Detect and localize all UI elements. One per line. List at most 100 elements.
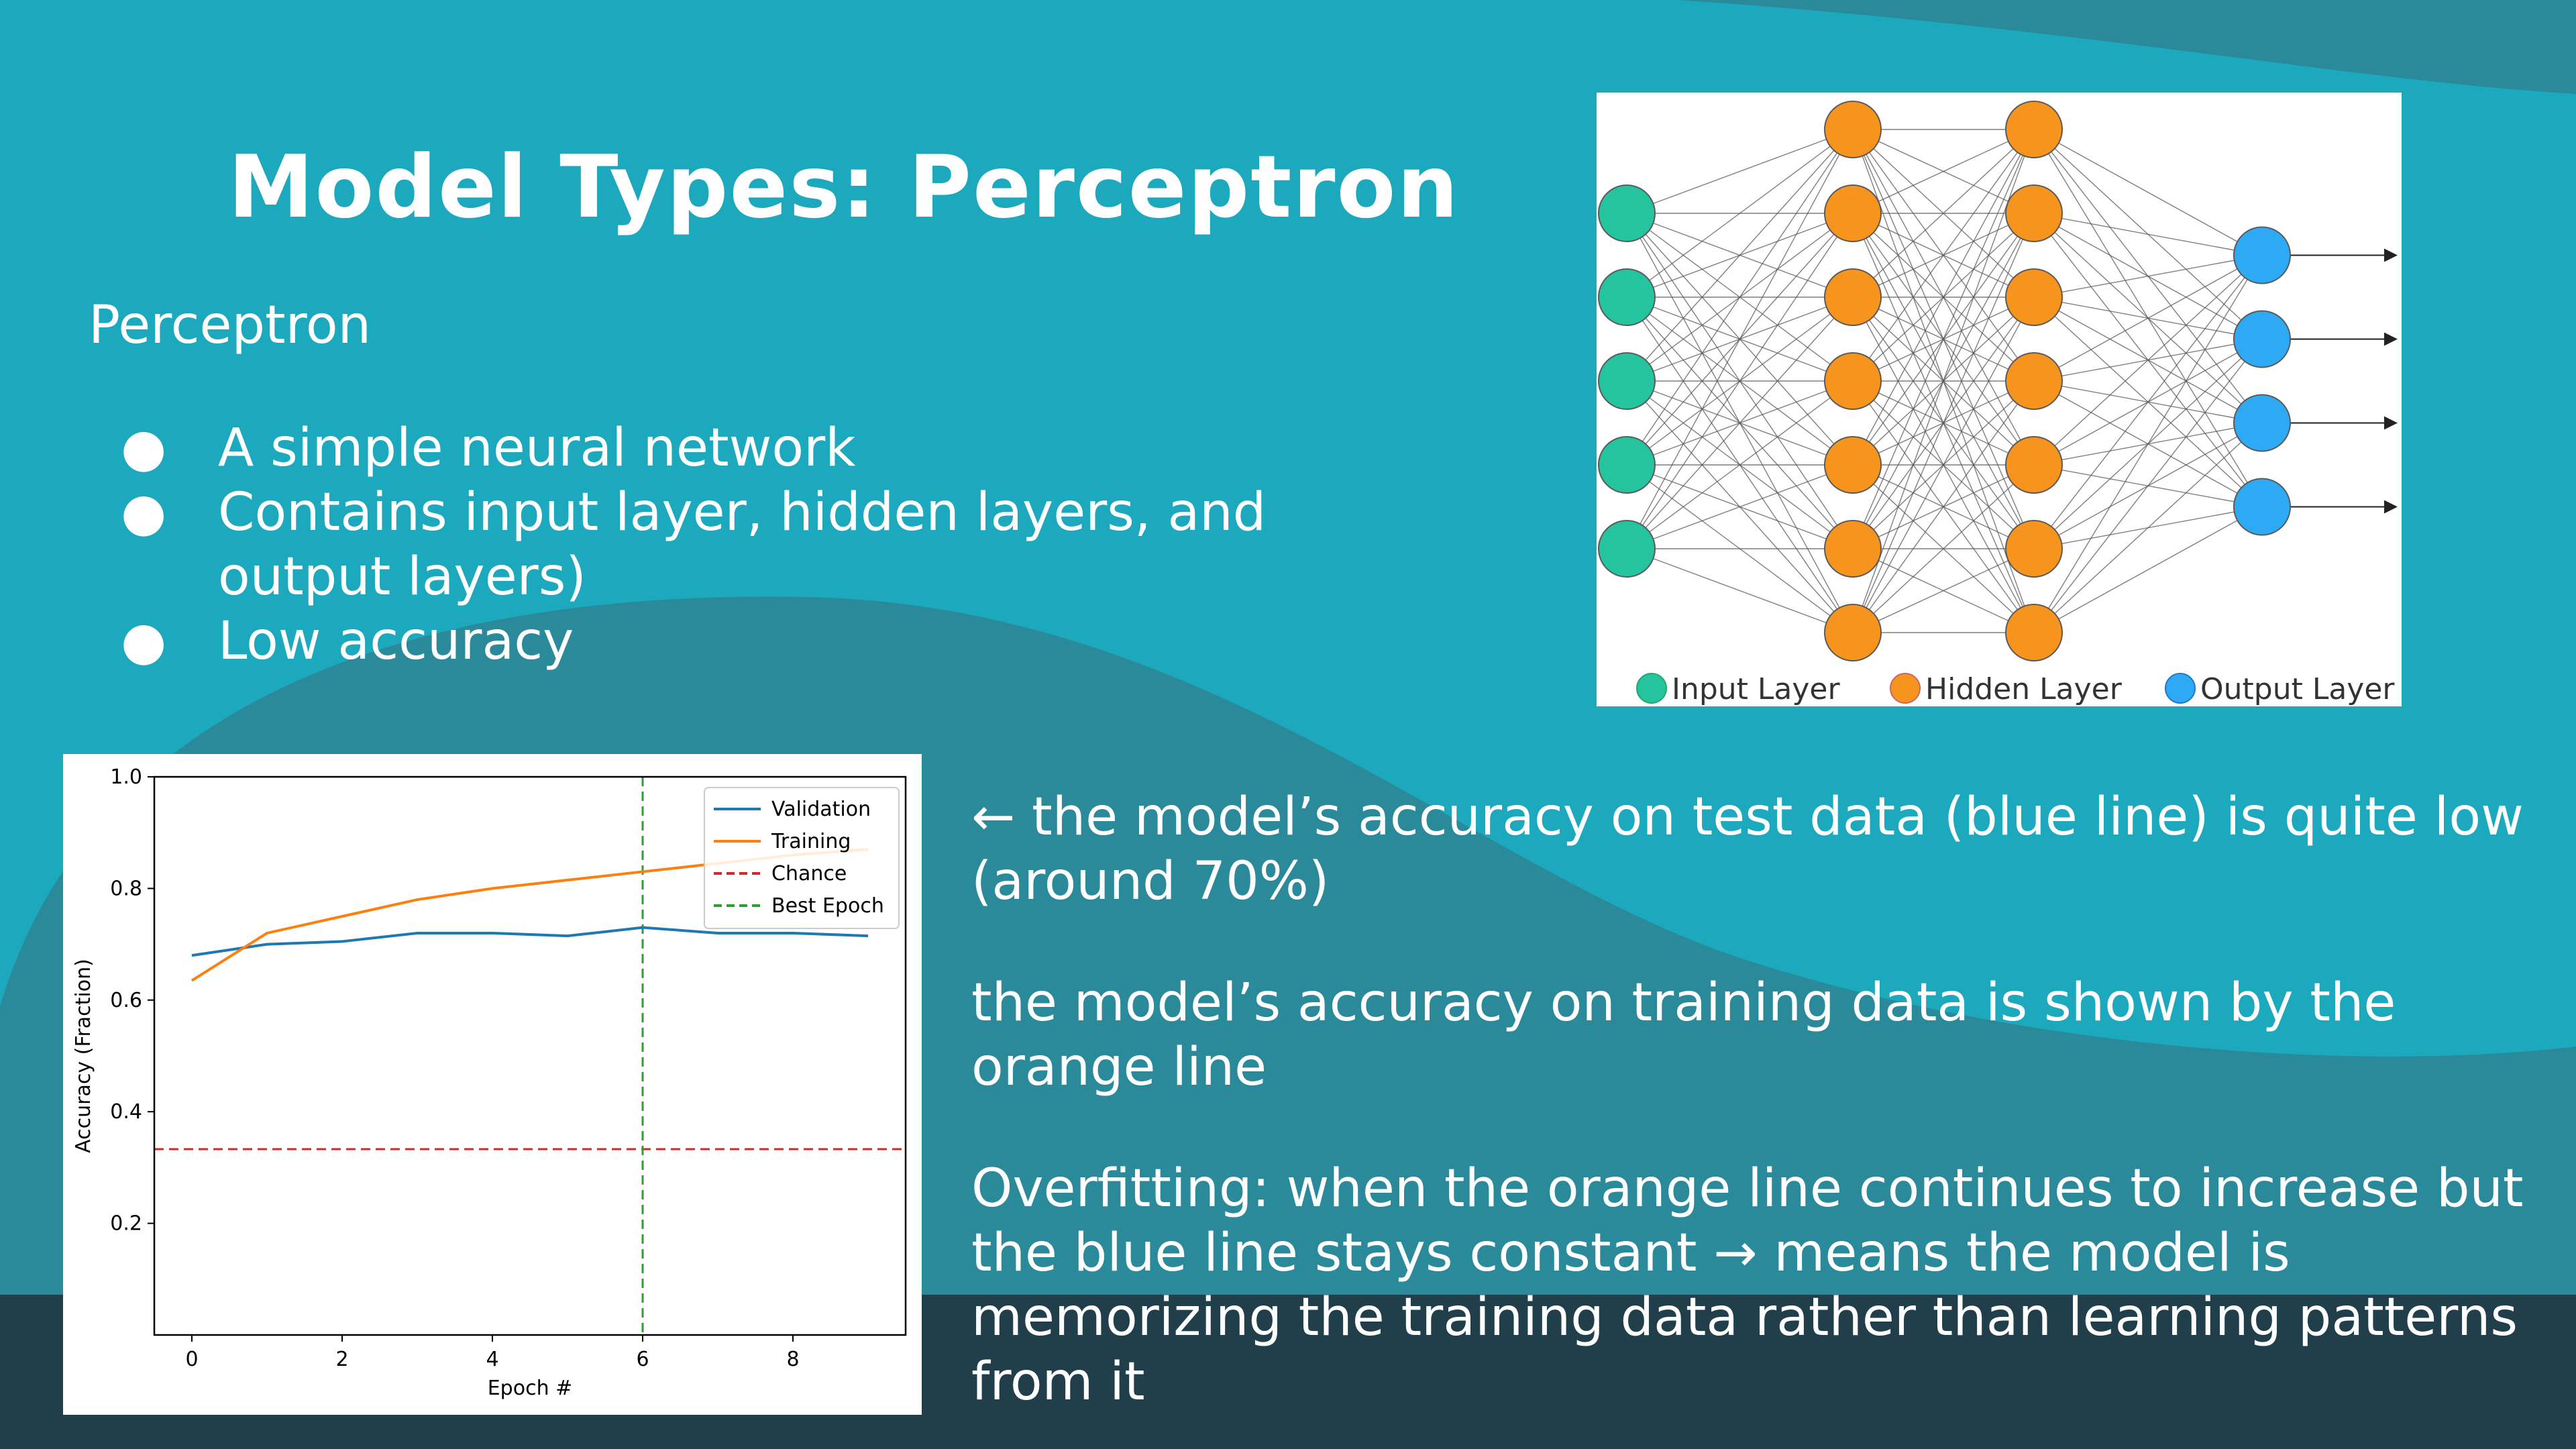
bullet-item: ● Contains input layer, hidden layers, an…: [121, 480, 1395, 609]
network-node: [2005, 268, 2063, 326]
legend-box: [704, 787, 900, 929]
network-edge: [2033, 422, 2263, 633]
bullet-list: ● A simple neural network ● Contains input…: [121, 416, 1395, 674]
chart-svg: 0 2 4 6 8 0.2 0.4 0.6 0.8 1.0 Epoch # Accuracy (F…: [72, 765, 907, 1400]
network-edge: [1852, 129, 2035, 382]
network-edge: [2033, 129, 2263, 256]
bullet-text: Low accuracy: [218, 611, 574, 672]
network-edge: [2033, 506, 2263, 633]
legend-input-label: Input Layer: [1672, 672, 1841, 706]
x-tick-label: 2: [335, 1348, 348, 1371]
network-edge: [1852, 548, 2035, 633]
network-node: [2233, 226, 2291, 284]
network-node: [2005, 101, 2063, 158]
network-edge: [2033, 254, 2263, 298]
legend-output-dot: [2165, 673, 2196, 704]
legend-label: Best Epoch: [771, 894, 884, 918]
network-edge: [1626, 129, 1854, 382]
network-edge: [1852, 129, 2035, 214]
y-tick-label: 0.6: [110, 989, 142, 1012]
network-edge: [1626, 129, 1854, 214]
note-overfitting: Overfitting: when the orange line contin…: [971, 1159, 2524, 1412]
network-node: [1598, 436, 1656, 494]
x-tick-label: 6: [636, 1348, 649, 1371]
y-axis-label: Accuracy (Fraction): [72, 959, 95, 1153]
network-edge: [1852, 213, 2035, 633]
network-edge: [1626, 548, 1854, 633]
network-node: [2005, 184, 2063, 242]
network-edge: [1626, 129, 1854, 466]
network-node: [1824, 101, 1882, 158]
network-svg: Input Layer Hidden Layer Output Layer: [1598, 101, 2398, 706]
network-node: [2233, 310, 2291, 368]
slide-subtitle: Perceptron: [89, 295, 372, 356]
top-right-wave: [1677, 0, 2576, 94]
y-tick-label: 0.4: [110, 1100, 142, 1124]
network-node: [2005, 604, 2063, 661]
network-node: [1598, 184, 1656, 242]
note-training-accuracy: the model’s accuracy on training data is…: [971, 973, 2396, 1097]
network-edge: [1626, 213, 1854, 549]
bullet-item: ● A simple neural network: [121, 416, 1395, 480]
network-edge: [1852, 129, 2035, 549]
bullet-dot: ●: [121, 482, 167, 543]
x-axis-label: Epoch #: [488, 1377, 573, 1400]
network-edge: [2033, 255, 2263, 549]
y-tick-label: 1.0: [110, 765, 142, 789]
network-edge: [1852, 129, 2035, 298]
network-node: [1824, 520, 1882, 578]
network-edge: [1852, 129, 2035, 633]
network-edge: [2033, 255, 2263, 633]
legend-label: Validation: [771, 798, 871, 821]
network-node: [1824, 352, 1882, 410]
bullet-text: A simple neural network: [218, 418, 856, 478]
legend-hidden-label: Hidden Layer: [1925, 672, 2123, 706]
network-edge: [1626, 129, 1854, 549]
network-edge: [1852, 380, 2035, 633]
network-node: [2005, 352, 2063, 410]
chart-ticks: 0 2 4 6 8 0.2 0.4 0.6 0.8 1.0: [110, 765, 799, 1371]
x-tick-label: 8: [786, 1348, 799, 1371]
bullet-dot: ●: [121, 611, 167, 672]
legend-hidden-dot: [1890, 673, 1921, 704]
legend-label: Training: [771, 830, 851, 853]
network-node: [2005, 520, 2063, 578]
notes-text: ← the model’s accuracy on test data (blu…: [971, 785, 2555, 1414]
network-edge: [2033, 254, 2263, 466]
network-node: [1824, 604, 1882, 661]
network-node: [2005, 436, 2063, 494]
network-edge: [2033, 213, 2263, 256]
network-node: [1598, 268, 1656, 326]
slide-title: Model Types: Perceptron: [228, 138, 1460, 237]
network-node: [1824, 436, 1882, 494]
output-arrows: [2290, 248, 2398, 514]
network-edge: [1852, 464, 2035, 633]
chart-legend: Validation Training Chance Best Epoch: [704, 787, 900, 929]
y-tick-label: 0.8: [110, 877, 142, 900]
plot-frame: [153, 775, 907, 1336]
network-node: [1824, 268, 1882, 326]
network-node: [1598, 352, 1656, 410]
network-node: [1824, 184, 1882, 242]
network-edge: [1626, 380, 1854, 549]
accuracy-chart: 0 2 4 6 8 0.2 0.4 0.6 0.8 1.0 Epoch # Accuracy (F…: [63, 754, 922, 1415]
network-nodes: [1598, 101, 2291, 661]
series-line-validation: [191, 926, 869, 957]
network-edge: [2033, 254, 2263, 382]
x-tick-label: 4: [486, 1348, 498, 1371]
network-edge: [1852, 129, 2035, 466]
network-edge: [1626, 297, 1854, 549]
network-legend: Input Layer Hidden Layer Output Layer: [1636, 672, 2395, 706]
y-tick-label: 0.2: [110, 1212, 142, 1236]
network-node: [2233, 394, 2291, 452]
network-edge: [1626, 464, 1854, 549]
network-node: [2233, 478, 2291, 536]
network-edge: [2033, 339, 2263, 633]
network-edge: [1852, 297, 2035, 633]
bullet-dot: ●: [121, 418, 167, 478]
bullet-item: ● Low accuracy: [121, 609, 1395, 674]
network-edge: [1626, 129, 1854, 298]
note-test-accuracy: ← the model’s accuracy on test data (blu…: [971, 787, 2524, 912]
bullet-text: Contains input layer, hidden layers, and…: [218, 482, 1267, 607]
legend-label: Chance: [771, 862, 847, 885]
